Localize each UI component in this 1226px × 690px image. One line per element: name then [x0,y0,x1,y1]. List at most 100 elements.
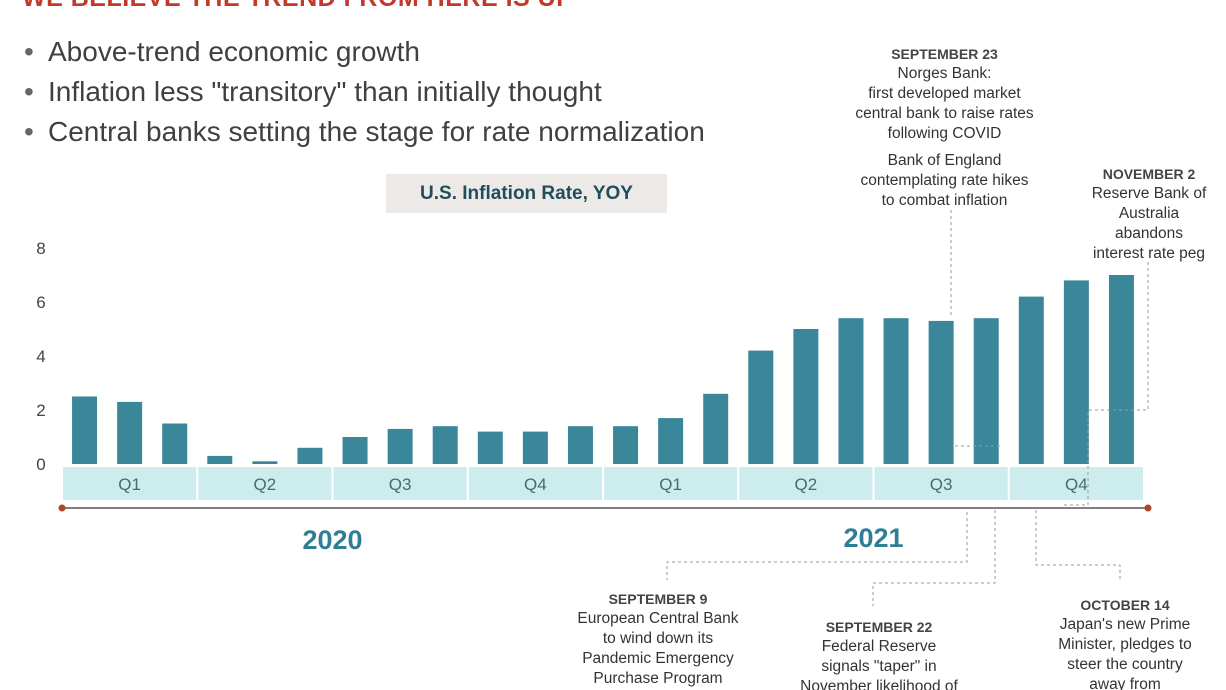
annotation-line: abandons [1114,225,1184,242]
quarter-cell [739,467,873,500]
bar [1108,275,1134,464]
leader-line-sep9 [666,512,968,580]
year-label: 2021 [843,523,903,553]
y-tick-label: 0 [36,455,45,474]
quarter-label: Q2 [254,475,277,494]
bar [297,447,323,464]
bar [432,426,458,464]
slide-heading: WE BELIEVE THE TREND FROM HERE IS UP [22,0,573,13]
quarter-label: Q4 [1065,475,1088,494]
annotation-line: Reserve Bank of [1091,185,1207,202]
bar [477,431,503,464]
leader-line-sep22 [872,510,996,606]
quarter-label: Q3 [930,475,953,494]
bar [613,426,639,464]
y-tick-label: 6 [36,293,45,312]
quarter-band: Q1 Q2 Q3 Q4 Q1 Q2 Q3 Q4 [63,467,1143,500]
annotation-line: first developed market [868,85,1021,102]
annotation-date: SEPTEMBER 23 [891,46,998,62]
bar [567,426,593,464]
annotation-line: away from [1089,676,1161,690]
bar [252,461,278,464]
bar [793,329,819,464]
bar [883,318,909,464]
bar [117,401,143,464]
quarter-cell [874,467,1008,500]
leader-line-nov2 [1063,262,1149,506]
bullet-text: Inflation less "transitory" than initial… [48,76,602,107]
bar [973,318,999,464]
annotation-sep23: SEPTEMBER 23 Norges Bank: first develope… [832,44,1057,144]
bullet-dot-icon: • [24,76,34,107]
annotation-line: central bank to raise rates [855,105,1034,122]
bullet-item: • Above-trend economic growth [24,34,705,74]
annotation-date: OCTOBER 14 [1080,597,1170,613]
timeline: 2020 2021 [58,504,1152,555]
annotation-line: Australia [1118,205,1180,222]
bullet-text: Above-trend economic growth [48,36,420,67]
bullet-dot-icon: • [24,116,34,147]
bar [72,396,98,464]
y-axis: 0 2 4 6 8 [36,239,45,474]
annotation-oct14: OCTOBER 14 Japan's new Prime Minister, p… [1045,595,1205,690]
annotation-line: Minister, pledges to [1058,636,1192,653]
bar [838,318,864,464]
annotation-line: Japan's new Prime [1059,616,1191,633]
bullet-item: • Inflation less "transitory" than initia… [24,74,705,114]
annotation-sep22: SEPTEMBER 22 Federal Reserve signals "ta… [782,617,976,690]
bar [1063,280,1089,464]
annotation-line: November likelihood of [800,678,958,690]
bullet-dot-icon: • [24,36,34,67]
annotation-line: to wind down its [602,630,714,647]
annotation-nov2: NOVEMBER 2 Reserve Bank of Australia aba… [1080,164,1218,264]
bar [207,455,233,464]
annotation-line: interest rate peg [1092,245,1205,262]
quarter-cell [333,467,467,500]
annotation-line: to combat inflation [881,192,1008,209]
annotation-date: SEPTEMBER 9 [608,591,708,607]
annotation-date: NOVEMBER 2 [1102,166,1196,182]
bar [342,437,368,464]
annotation-line: Norges Bank: [897,65,992,82]
timeline-end-dot-icon [1144,504,1152,512]
annotation-line: Bank of England [887,152,1002,169]
bar [703,393,729,464]
quarter-label: Q2 [795,475,818,494]
quarter-cell [63,467,197,500]
quarter-cell [1009,467,1143,500]
timeline-start-dot-icon [58,504,66,512]
bullet-item: • Central banks setting the stage for rat… [24,114,705,154]
quarter-label: Q4 [524,475,547,494]
bar [522,431,548,464]
bar [658,418,684,464]
leader-line-oct14 [1035,510,1121,582]
year-label: 2020 [302,525,362,555]
quarter-label: Q3 [389,475,412,494]
annotation-line: European Central Bank [577,610,739,627]
y-tick-label: 4 [36,347,45,366]
bar [928,320,954,464]
bullet-list: • Above-trend economic growth • Inflation … [24,34,705,154]
quarter-cell [604,467,738,500]
annotation-sep9: SEPTEMBER 9 European Central Bank to win… [560,589,756,689]
annotation-line: steer the country [1067,656,1183,673]
quarter-cell [468,467,602,500]
annotation-line: Federal Reserve [821,638,937,655]
quarter-label: Q1 [659,475,682,494]
annotation-date: SEPTEMBER 22 [825,619,933,635]
bar [162,423,188,464]
annotation-line: Purchase Program [593,670,723,687]
annotation-line: Pandemic Emergency [582,650,734,667]
bars [72,275,1134,464]
annotation-line: contemplating rate hikes [860,172,1029,189]
quarter-cell [198,467,332,500]
bar [1018,296,1044,464]
annotation-line: signals "taper" in [821,658,937,675]
y-tick-label: 8 [36,239,45,258]
annotation-line: following COVID [887,125,1002,142]
bullet-text: Central banks setting the stage for rate… [48,116,705,147]
y-tick-label: 2 [36,401,45,420]
quarter-label: Q1 [118,475,141,494]
annotation-leaders [666,210,1149,606]
